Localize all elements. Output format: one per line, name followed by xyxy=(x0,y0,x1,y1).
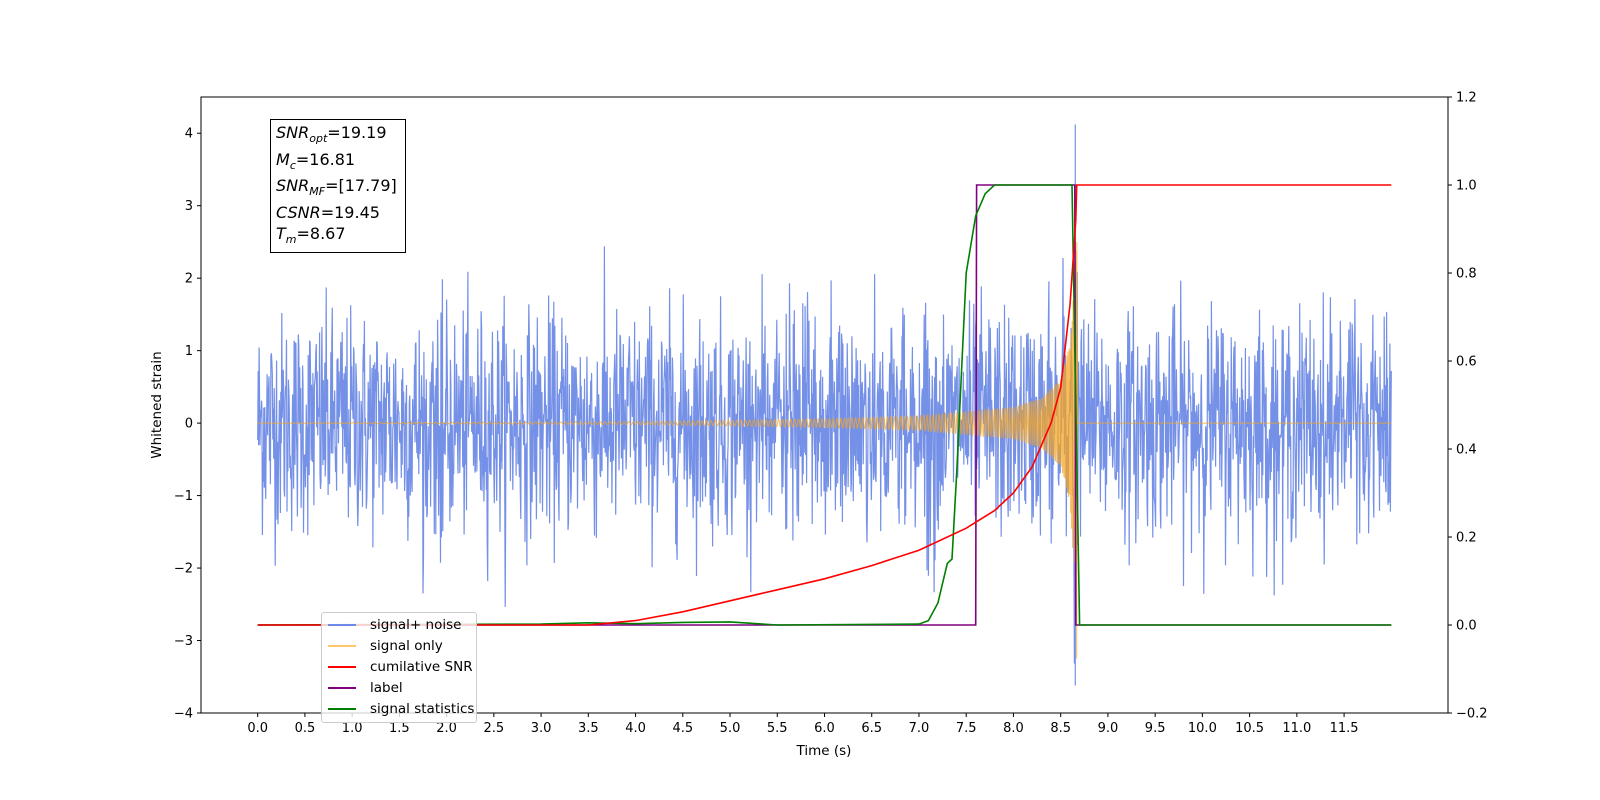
y-axis-left: −4 −3 −2 −1 0 1 2 3 4 xyxy=(174,127,201,722)
x-tick-label: 4.0 xyxy=(625,721,646,736)
x-tick-label: 3.5 xyxy=(578,721,599,736)
snr-opt-value: =19.19 xyxy=(327,123,387,142)
y-right-tick-label: 1.0 xyxy=(1456,179,1477,194)
y-left-tick-label: −1 xyxy=(174,489,193,504)
x-tick-label: 5.0 xyxy=(720,721,741,736)
signal-noise-series xyxy=(257,124,1392,686)
signal-only-line xyxy=(257,242,1392,659)
tm-value: =8.67 xyxy=(296,223,346,243)
y-right-tick-label: 0.0 xyxy=(1456,619,1477,634)
y-left-tick-label: 1 xyxy=(185,344,193,359)
x-tick-label: 3.0 xyxy=(531,721,552,736)
x-tick-label: 0.0 xyxy=(247,721,268,736)
y-left-tick-label: 3 xyxy=(185,199,193,214)
x-tick-label: 1.5 xyxy=(389,721,410,736)
legend-item-cumilative-snr: cumilative SNR xyxy=(322,657,476,678)
signal-noise-line xyxy=(257,124,1392,686)
legend-label: signal+ noise xyxy=(370,617,462,634)
y-left-tick-label: −4 xyxy=(174,707,193,722)
legend-item-label: label xyxy=(322,677,476,698)
y-axis-label: Whitened strain xyxy=(149,351,165,458)
y-axis-right: −0.2 0.0 0.2 0.4 0.6 0.8 1.0 1.2 xyxy=(1448,91,1488,722)
signal-statistics-line xyxy=(257,184,1392,626)
legend-item-signal-noise: signal+ noise xyxy=(322,615,476,636)
x-tick-label: 9.5 xyxy=(1145,721,1166,736)
x-tick-label: 2.0 xyxy=(436,721,457,736)
x-tick-label: 6.0 xyxy=(814,721,835,736)
x-tick-label: 11.0 xyxy=(1282,721,1311,736)
legend-swatch xyxy=(328,707,356,710)
legend-swatch xyxy=(328,645,356,648)
legend-swatch xyxy=(328,686,356,689)
legend: signal+ noise signal only cumilative SNR… xyxy=(321,612,477,723)
x-tick-label: 11.5 xyxy=(1330,721,1359,736)
y-left-tick-label: 0 xyxy=(185,417,193,432)
y-right-tick-label: 0.2 xyxy=(1456,531,1477,546)
x-tick-label: 5.5 xyxy=(767,721,788,736)
legend-label: signal only xyxy=(370,638,443,655)
x-tick-label: 9.0 xyxy=(1098,721,1119,736)
legend-swatch xyxy=(328,665,356,668)
snr-mf-value: =[17.79] xyxy=(325,176,397,196)
mc-line: Mc=16.81 xyxy=(276,149,356,172)
signal-only-series xyxy=(257,242,1392,659)
x-tick-label: 8.0 xyxy=(1003,721,1024,736)
x-tick-label: 10.5 xyxy=(1235,721,1264,736)
x-axis: 0.0 0.5 1.0 1.5 2.0 2.5 3.0 3.5 4.0 4.5 5.0 5.5 6.0 6… xyxy=(247,713,1359,736)
y-right-tick-label: 0.4 xyxy=(1456,443,1477,458)
y-left-tick-label: 2 xyxy=(185,272,193,287)
x-tick-label: 6.5 xyxy=(861,721,882,736)
legend-label: cumilative SNR xyxy=(370,658,473,675)
legend-label: signal statistics xyxy=(370,700,475,717)
csnr-value: =19.45 xyxy=(320,203,380,223)
cumilative-snr-line xyxy=(257,184,1392,626)
y-right-tick-label: 0.6 xyxy=(1456,355,1477,370)
x-tick-label: 10.0 xyxy=(1188,721,1217,736)
y-right-tick-label: −0.2 xyxy=(1456,707,1488,722)
tm-line: Tm=8.67 xyxy=(276,223,346,246)
y-left-tick-label: −2 xyxy=(174,562,193,577)
x-tick-label: 8.5 xyxy=(1050,721,1071,736)
x-axis-label: Time (s) xyxy=(796,743,852,759)
legend-item-signal-statistics: signal statistics xyxy=(322,698,476,719)
snr-mf-line: SNRMF=[17.79] xyxy=(276,176,397,199)
legend-item-signal-only: signal only xyxy=(322,636,476,657)
csnr-line: CSNR=19.45 xyxy=(276,203,380,223)
stats-annotation-box: SNRopt=19.19 Mc=16.81 SNRMF=[17.79] CSNR… xyxy=(270,119,406,254)
y-left-tick-label: 4 xyxy=(185,127,193,142)
y-left-tick-label: −3 xyxy=(174,634,193,649)
mc-value: =16.81 xyxy=(295,149,356,169)
legend-label: label xyxy=(370,679,403,696)
x-tick-label: 4.5 xyxy=(672,721,693,736)
x-tick-label: 1.0 xyxy=(342,721,363,736)
x-tick-label: 2.5 xyxy=(484,721,505,736)
x-tick-label: 7.0 xyxy=(909,721,930,736)
y-right-tick-label: 1.2 xyxy=(1456,91,1477,106)
legend-swatch xyxy=(328,624,356,627)
x-tick-label: 7.5 xyxy=(956,721,977,736)
right-axis-series xyxy=(257,184,1392,626)
snr-opt-line: SNRopt=19.19 xyxy=(276,123,387,146)
x-tick-label: 0.5 xyxy=(295,721,316,736)
y-right-tick-label: 0.8 xyxy=(1456,267,1477,282)
